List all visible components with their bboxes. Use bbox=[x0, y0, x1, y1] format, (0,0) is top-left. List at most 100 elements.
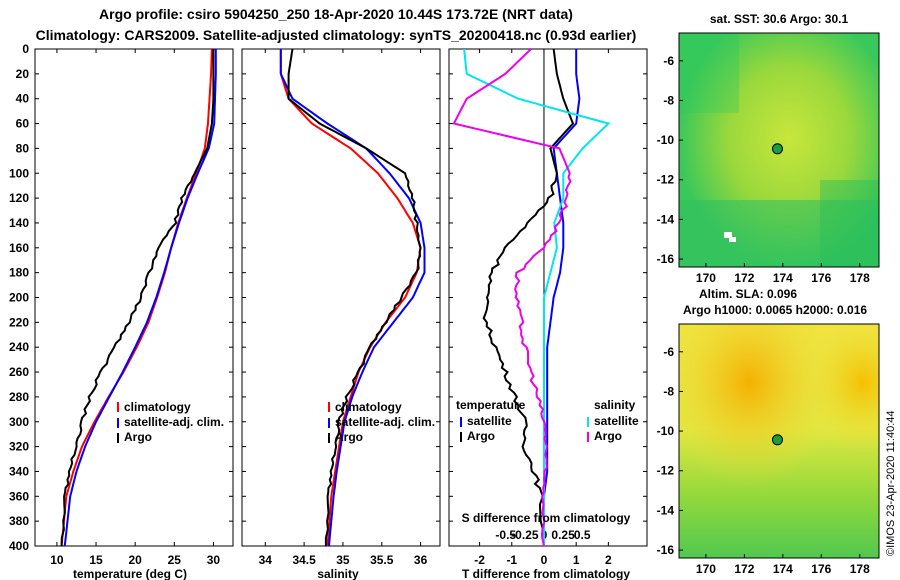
depth-tick-label: 0 bbox=[22, 42, 29, 56]
temperature-x-axis: 10 15 20 25 30 bbox=[50, 49, 220, 567]
sla-map-frame bbox=[678, 323, 880, 559]
depth-tick-label: 400 bbox=[9, 539, 29, 553]
figure-title-line2: Climatology: CARS2009. Satellite-adjuste… bbox=[35, 27, 637, 43]
map-lon-tick-label: 176 bbox=[811, 271, 831, 285]
depth-tick-label: 180 bbox=[9, 266, 29, 280]
map-lon-tick-label: 170 bbox=[696, 562, 716, 576]
imos-timestamp: ©IMOS 23-Apr-2020 11:40:44 bbox=[885, 411, 897, 556]
legend-title-temperature: temperature bbox=[456, 398, 526, 412]
depth-tick-label: 300 bbox=[9, 415, 29, 429]
s-difference-axis-label: S difference from climatology bbox=[462, 511, 631, 525]
t-difference-tick-label: 2 bbox=[605, 553, 612, 567]
sst-map-frame bbox=[678, 32, 880, 268]
depth-tick-label: 100 bbox=[9, 166, 29, 180]
series-line-t-satellite bbox=[543, 49, 581, 546]
s-difference-tick-label: -0.25 bbox=[511, 528, 539, 542]
depth-tick-label: 360 bbox=[9, 489, 29, 503]
legend-label-argo: Argo bbox=[335, 430, 363, 444]
depth-tick-label: 80 bbox=[16, 141, 30, 155]
depth-tick-label: 120 bbox=[9, 191, 29, 205]
temperature-tick-label: 25 bbox=[168, 553, 182, 567]
map-lon-tick-label: 176 bbox=[811, 562, 831, 576]
temperature-legend: climatology satellite-adj. clim. Argo bbox=[117, 400, 224, 444]
map-lon-tick-label: 178 bbox=[850, 562, 870, 576]
depth-tick-label: 280 bbox=[9, 390, 29, 404]
t-difference-tick-label: -2 bbox=[474, 553, 485, 567]
map-lat-tick-label: -8 bbox=[663, 93, 674, 107]
map-lat-tick-label: -12 bbox=[657, 173, 675, 187]
series-line-argo bbox=[287, 49, 422, 546]
depth-tick-label: 320 bbox=[9, 440, 29, 454]
series-line-satellite-adj-clim- bbox=[279, 49, 426, 546]
map-lat-tick-label: -8 bbox=[663, 384, 674, 398]
salinity-legend: climatology satellite-adj. clim. Argo bbox=[328, 400, 435, 444]
sst-map-title: sat. SST: 30.6 Argo: 30.1 bbox=[710, 12, 849, 26]
figure-title-line1: Argo profile: csiro 5904250_250 18-Apr-2… bbox=[99, 6, 573, 22]
map-lat-tick-label: -14 bbox=[657, 212, 675, 226]
map-lon-tick-label: 172 bbox=[734, 271, 754, 285]
sst-map-axes: 170 172 174 176 178 -6 -8 -10 -12 -14 -16 bbox=[657, 54, 870, 285]
sst-profile-location-marker bbox=[771, 143, 783, 155]
temperature-panel-frame bbox=[34, 48, 234, 547]
temperature-tick-label: 20 bbox=[128, 553, 142, 567]
t-difference-tick-label: -1 bbox=[506, 553, 517, 567]
series-line-argo bbox=[60, 49, 215, 546]
legend-label-t-satellite: satellite bbox=[467, 414, 512, 428]
series-line-s-argo bbox=[452, 49, 572, 546]
depth-tick-label: 380 bbox=[9, 514, 29, 528]
map-lon-tick-label: 178 bbox=[850, 271, 870, 285]
map-lat-tick-label: -10 bbox=[657, 424, 675, 438]
depth-tick-label: 40 bbox=[16, 92, 30, 106]
sla-map-title-line2: Argo h1000: 0.0065 h2000: 0.016 bbox=[683, 303, 867, 317]
series-line-s-satellite bbox=[463, 49, 611, 546]
legend-title-salinity: salinity bbox=[594, 398, 636, 412]
map-lat-tick-label: -6 bbox=[663, 345, 674, 359]
sla-map-title-line1: Altim. SLA: 0.096 bbox=[699, 287, 797, 301]
t-difference-tick-label: 0 bbox=[541, 553, 548, 567]
sla-map-field bbox=[679, 324, 879, 558]
legend-label-climatology: climatology bbox=[335, 400, 402, 414]
salinity-tick-label: 34 bbox=[259, 553, 273, 567]
legend-label-argo: Argo bbox=[124, 430, 152, 444]
salinity-series bbox=[279, 49, 426, 546]
difference-series bbox=[452, 49, 611, 546]
t-difference-x-axis: -2 -1 0 1 2 bbox=[474, 49, 612, 567]
legend-label-climatology: climatology bbox=[124, 400, 191, 414]
salinity-x-axis: 34 34.5 35 35.5 36 bbox=[259, 49, 428, 567]
map-lat-tick-label: -14 bbox=[657, 503, 675, 517]
legend-label-s-satellite: satellite bbox=[594, 414, 639, 428]
sla-map-axes: 170 172 174 176 178 -6 -8 -10 -12 -14 -16 bbox=[657, 345, 870, 576]
temperature-series bbox=[60, 49, 217, 546]
depth-tick-label: 200 bbox=[9, 291, 29, 305]
salinity-tick-label: 35.5 bbox=[370, 553, 394, 567]
map-lat-tick-label: -12 bbox=[657, 464, 675, 478]
depth-tick-label: 260 bbox=[9, 365, 29, 379]
temperature-axis-label: temperature (deg C) bbox=[73, 567, 187, 580]
legend-label-t-argo: Argo bbox=[467, 429, 495, 443]
depth-tick-label: 340 bbox=[9, 464, 29, 478]
map-lon-tick-label: 172 bbox=[734, 562, 754, 576]
sla-profile-location-marker bbox=[771, 434, 783, 446]
s-difference-tick-label: 0.5 bbox=[574, 528, 591, 542]
depth-tick-label: 60 bbox=[16, 117, 30, 131]
series-line-t-argo bbox=[482, 49, 575, 546]
map-lat-tick-label: -10 bbox=[657, 133, 675, 147]
difference-legend: temperature satellite Argo salinity sate… bbox=[456, 398, 639, 443]
depth-tick-label: 240 bbox=[9, 340, 29, 354]
temperature-tick-label: 10 bbox=[50, 553, 64, 567]
map-lat-tick-label: -16 bbox=[657, 543, 675, 557]
depth-tick-label: 220 bbox=[9, 315, 29, 329]
depth-axis: 0 20 40 60 80 100 120 140 160 180 200 220 240 260 280 3… bbox=[9, 42, 647, 553]
legend-label-s-argo: Argo bbox=[594, 429, 622, 443]
depth-tick-label: 20 bbox=[16, 67, 30, 81]
s-difference-tick-label: 0.25 bbox=[551, 528, 575, 542]
temperature-tick-label: 30 bbox=[207, 553, 221, 567]
salinity-tick-label: 36 bbox=[414, 553, 428, 567]
map-lon-tick-label: 170 bbox=[696, 271, 716, 285]
salinity-tick-label: 35 bbox=[336, 553, 350, 567]
map-lat-tick-label: -16 bbox=[657, 252, 675, 266]
salinity-tick-label: 34.5 bbox=[292, 553, 316, 567]
t-difference-tick-label: 1 bbox=[573, 553, 580, 567]
series-line-satellite-adj-clim- bbox=[63, 49, 217, 546]
